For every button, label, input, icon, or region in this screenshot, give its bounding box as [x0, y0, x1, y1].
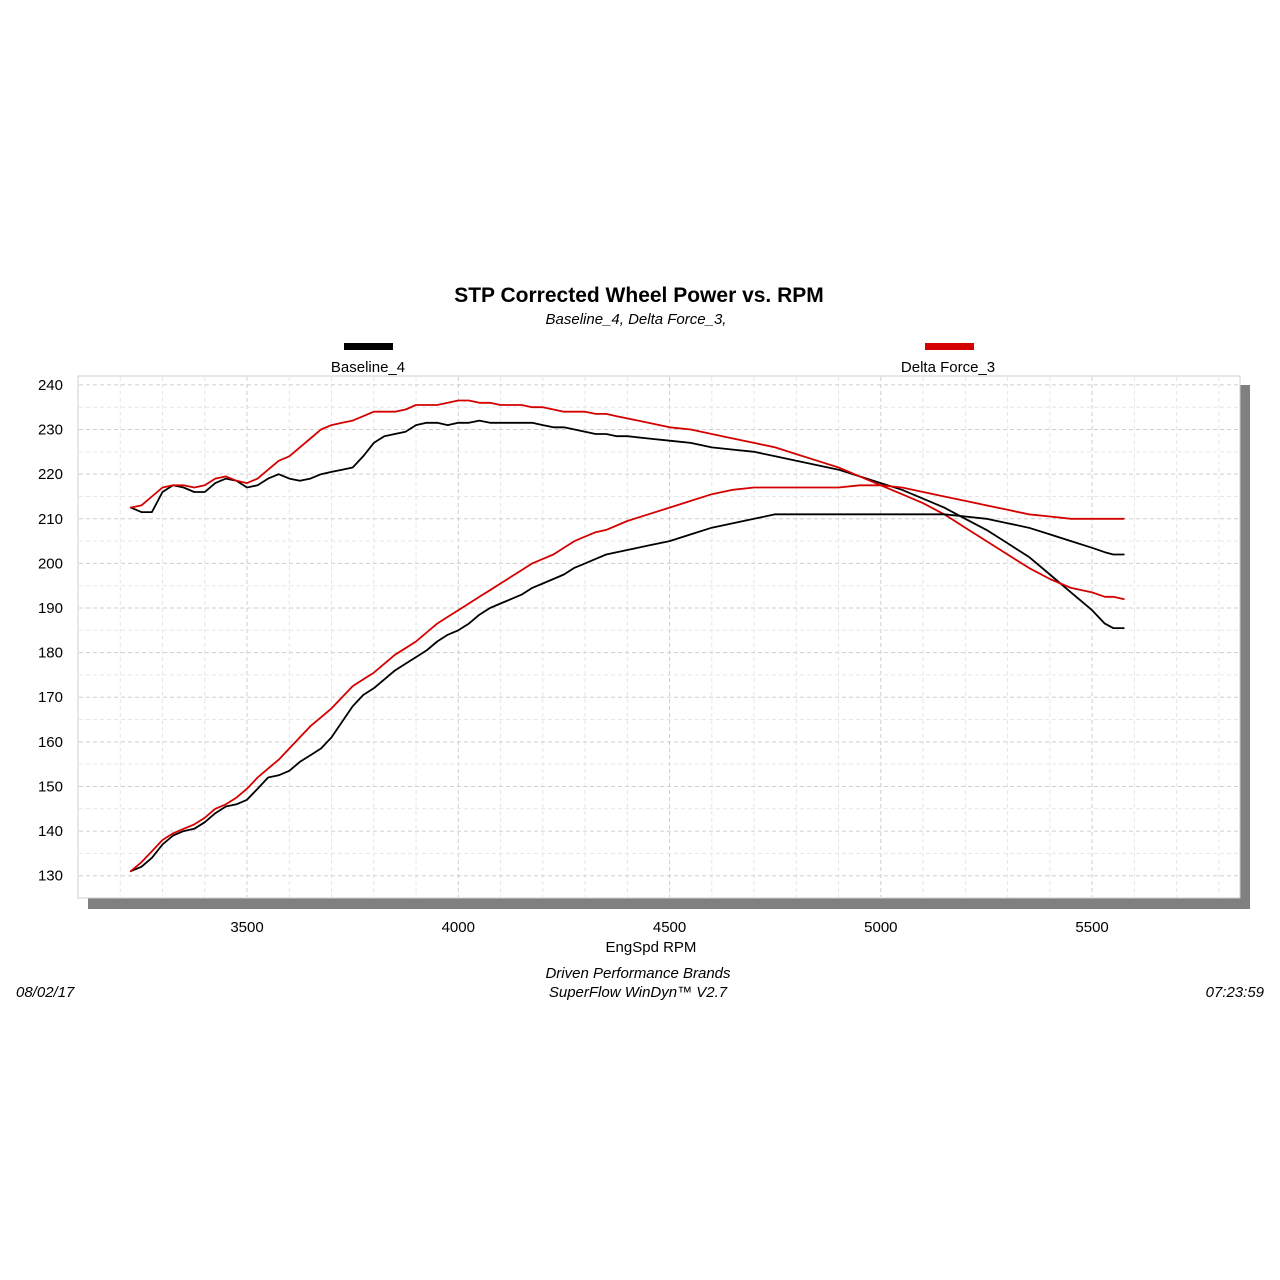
- y-tick-label: 160: [38, 734, 63, 751]
- y-tick-label: 140: [38, 823, 63, 840]
- y-tick-label: 210: [38, 511, 63, 528]
- x-tick-label: 3500: [230, 919, 263, 936]
- x-axis-label: EngSpd RPM: [606, 939, 697, 956]
- chart-title: STP Corrected Wheel Power vs. RPM: [454, 284, 824, 307]
- legend-label-baseline: Baseline_4: [331, 359, 405, 376]
- y-tick-label: 130: [38, 868, 63, 885]
- series-line-baseline-4-power: [129, 513, 1125, 873]
- y-axis-ticks: 130 140 150 160 170 180 190 200 210 220 230 240: [38, 377, 63, 885]
- footer-company: Driven Performance Brands: [545, 965, 731, 982]
- y-tick-label: 200: [38, 555, 63, 572]
- legend-swatch-baseline: [344, 343, 393, 350]
- y-tick-label: 170: [38, 689, 63, 706]
- grid: [79, 377, 1239, 897]
- y-tick-label: 230: [38, 422, 63, 439]
- legend-label-delta-force: Delta Force_3: [901, 359, 995, 376]
- x-tick-label: 4000: [442, 919, 475, 936]
- series-line-delta-force-3-power: [129, 484, 1125, 873]
- footer-date: 08/02/17: [16, 984, 75, 1001]
- footer-time: 07:23:59: [1206, 984, 1265, 1001]
- x-axis-ticks: 3500 4000 4500 5000 5500: [230, 919, 1108, 936]
- chart-subtitle: Baseline_4, Delta Force_3,: [546, 311, 727, 328]
- y-tick-label: 150: [38, 778, 63, 795]
- series-line-delta-force-3-torque: [129, 399, 1125, 600]
- legend-swatch-delta-force: [925, 343, 974, 350]
- series-line-baseline-4-torque: [129, 419, 1125, 629]
- x-tick-label: 5500: [1075, 919, 1108, 936]
- y-tick-label: 240: [38, 377, 63, 394]
- y-tick-label: 190: [38, 600, 63, 617]
- x-tick-label: 4500: [653, 919, 686, 936]
- y-tick-label: 220: [38, 466, 63, 483]
- series-lines: [129, 399, 1125, 873]
- y-tick-label: 180: [38, 645, 63, 662]
- x-tick-label: 5000: [864, 919, 897, 936]
- footer-software: SuperFlow WinDyn™ V2.7: [549, 984, 728, 1001]
- plot-area: [77, 375, 1241, 899]
